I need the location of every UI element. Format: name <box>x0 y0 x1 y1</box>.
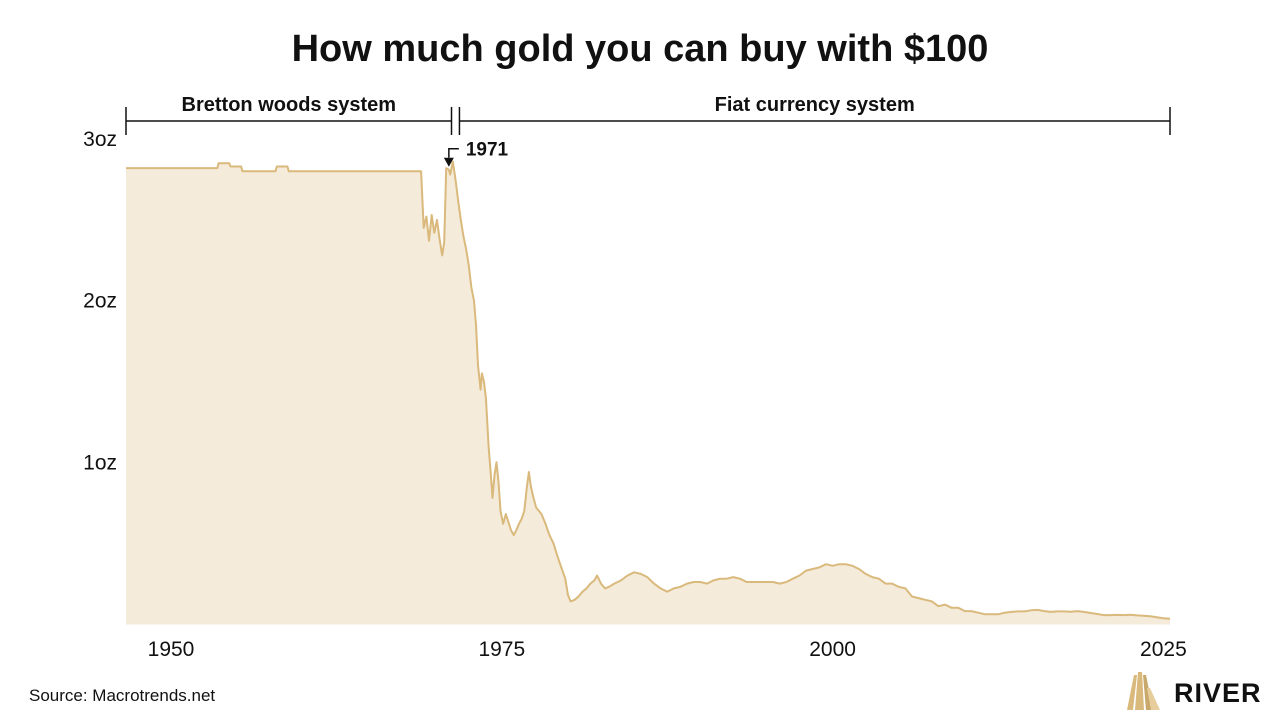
x-tick-label: 2025 <box>1140 638 1187 661</box>
source-note: Source: Macrotrends.net <box>29 686 215 705</box>
era-label: Bretton woods system <box>182 94 396 116</box>
y-axis-ticks: 1oz 2oz 3oz <box>83 128 117 474</box>
annotation-label: 1971 <box>466 140 509 161</box>
river-logo: RIVER <box>1127 672 1262 710</box>
series-line <box>126 160 1171 620</box>
era-brackets: Bretton woods system Fiat currency system <box>125 94 1171 135</box>
x-tick-label: 1950 <box>148 638 195 661</box>
x-axis-ticks: 1950 1975 2000 2025 <box>148 638 1187 661</box>
y-tick-label: 3oz <box>83 128 117 151</box>
era-label: Fiat currency system <box>715 94 915 116</box>
x-tick-label: 1975 <box>478 638 525 661</box>
series-area-fill <box>126 161 1170 624</box>
y-tick-label: 1oz <box>83 451 117 474</box>
chart-title: How much gold you can buy with $100 <box>292 28 989 70</box>
era-bracket: Bretton woods system <box>125 94 453 135</box>
brand-name: RIVER <box>1174 678 1262 708</box>
plot-area <box>126 160 1171 625</box>
y-tick-label: 2oz <box>83 290 117 313</box>
era-bracket: Fiat currency system <box>458 94 1171 135</box>
x-tick-label: 2000 <box>809 638 856 661</box>
annotation-arrow-icon <box>443 157 454 167</box>
annotation-1971: 1971 <box>443 140 509 167</box>
annotation-leader <box>448 147 459 158</box>
river-logo-icon <box>1127 672 1160 710</box>
